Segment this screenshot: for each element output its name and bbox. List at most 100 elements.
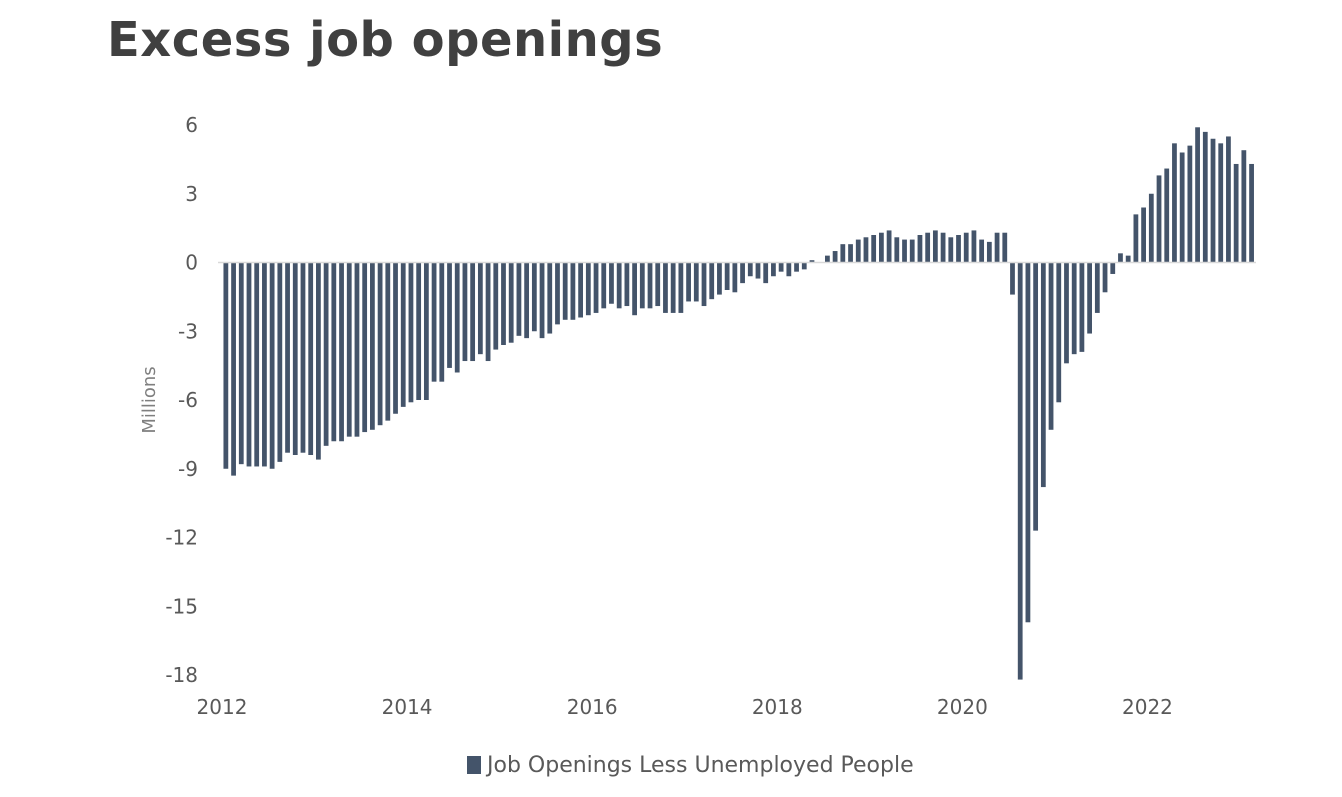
- bar: [539, 262, 545, 339]
- bar: [1025, 262, 1031, 623]
- bar: [1079, 262, 1085, 352]
- bar: [1094, 262, 1100, 313]
- y-ticks: 6 3 0 -3 -6 -9 -12 -15 -18: [165, 113, 198, 687]
- bar: [339, 262, 344, 442]
- bar: [285, 262, 290, 453]
- bar: [848, 244, 853, 263]
- bar: [485, 262, 491, 362]
- x-ticks: 2012 2014 2016 2018 2020 2022: [197, 695, 1173, 719]
- bar: [724, 262, 730, 290]
- bar: [701, 262, 707, 307]
- bar: [377, 262, 383, 426]
- bar: [994, 232, 1000, 263]
- bar: [346, 262, 352, 437]
- bar: [794, 262, 799, 272]
- bar: [593, 262, 599, 313]
- bar: [655, 262, 661, 307]
- bar: [809, 260, 815, 263]
- bar: [801, 262, 807, 270]
- bar: [308, 262, 314, 455]
- bar: [1133, 214, 1139, 263]
- y-tick-label: -15: [165, 594, 198, 618]
- bar: [863, 237, 869, 263]
- bar: [647, 262, 653, 309]
- bar: [1148, 193, 1154, 263]
- x-tick-label: 2012: [197, 695, 248, 719]
- bar: [771, 262, 776, 277]
- bar: [277, 262, 283, 462]
- y-tick-label: -6: [178, 388, 198, 412]
- bar: [840, 244, 846, 263]
- bar: [262, 262, 267, 467]
- bar: [547, 262, 553, 334]
- bar: [562, 262, 568, 320]
- bar: [963, 232, 969, 263]
- bar: [470, 262, 476, 362]
- bar: [879, 232, 884, 263]
- bar: [1195, 127, 1200, 263]
- bar: [1164, 168, 1170, 263]
- y-tick-label: -12: [165, 526, 198, 550]
- bar: [832, 251, 838, 263]
- bar: [269, 262, 275, 469]
- bar: [1202, 131, 1208, 263]
- bar: [778, 262, 784, 272]
- bar: [601, 262, 607, 309]
- bar: [439, 262, 445, 382]
- bar: [763, 262, 769, 284]
- bar: [1002, 232, 1008, 263]
- bar: [385, 262, 391, 421]
- bar: [493, 262, 499, 350]
- bar: [940, 232, 946, 263]
- bar: [1241, 150, 1247, 263]
- bar: [1118, 253, 1123, 263]
- bar: [693, 262, 699, 302]
- bar: [323, 262, 329, 446]
- bar: [231, 262, 236, 476]
- x-tick-label: 2018: [752, 695, 803, 719]
- x-tick-label: 2020: [937, 695, 988, 719]
- bar: [393, 262, 398, 414]
- bar: [717, 262, 722, 295]
- y-tick-label: 3: [185, 182, 198, 206]
- x-tick-label: 2022: [1122, 695, 1173, 719]
- bar: [956, 235, 961, 263]
- bar: [508, 262, 514, 343]
- bar: [747, 262, 753, 277]
- bar: [1087, 262, 1092, 334]
- bar: [1102, 262, 1108, 293]
- legend-label: Job Openings Less Unemployed People: [485, 753, 914, 778]
- bar: [1156, 175, 1162, 263]
- bar: [670, 262, 676, 313]
- y-tick-label: 0: [185, 251, 198, 275]
- bar: [678, 262, 684, 313]
- y-tick-label: -9: [178, 457, 198, 481]
- bar: [855, 239, 861, 263]
- bar: [609, 262, 614, 304]
- bar: [639, 262, 645, 309]
- bar: [370, 262, 375, 430]
- bar: [300, 262, 306, 453]
- bar: [555, 262, 560, 325]
- bar: [431, 262, 437, 382]
- bar: [462, 262, 468, 362]
- bar: [986, 241, 992, 263]
- y-tick-label: 6: [185, 113, 198, 137]
- bar: [1218, 143, 1224, 263]
- bar: [1048, 262, 1054, 430]
- bar: [1017, 262, 1023, 680]
- bar: [1071, 262, 1077, 355]
- bar: [362, 262, 368, 433]
- bar: [886, 230, 892, 263]
- x-tick-label: 2014: [382, 695, 433, 719]
- legend-swatch: [467, 756, 481, 774]
- bar: [740, 262, 745, 284]
- bar: [1187, 145, 1193, 263]
- bar: [1040, 262, 1046, 488]
- bar: [331, 262, 337, 442]
- bar: [354, 262, 360, 437]
- chart-title: Excess job openings: [107, 12, 664, 68]
- bar: [971, 230, 977, 263]
- bar: [570, 262, 576, 320]
- bar: [254, 262, 260, 467]
